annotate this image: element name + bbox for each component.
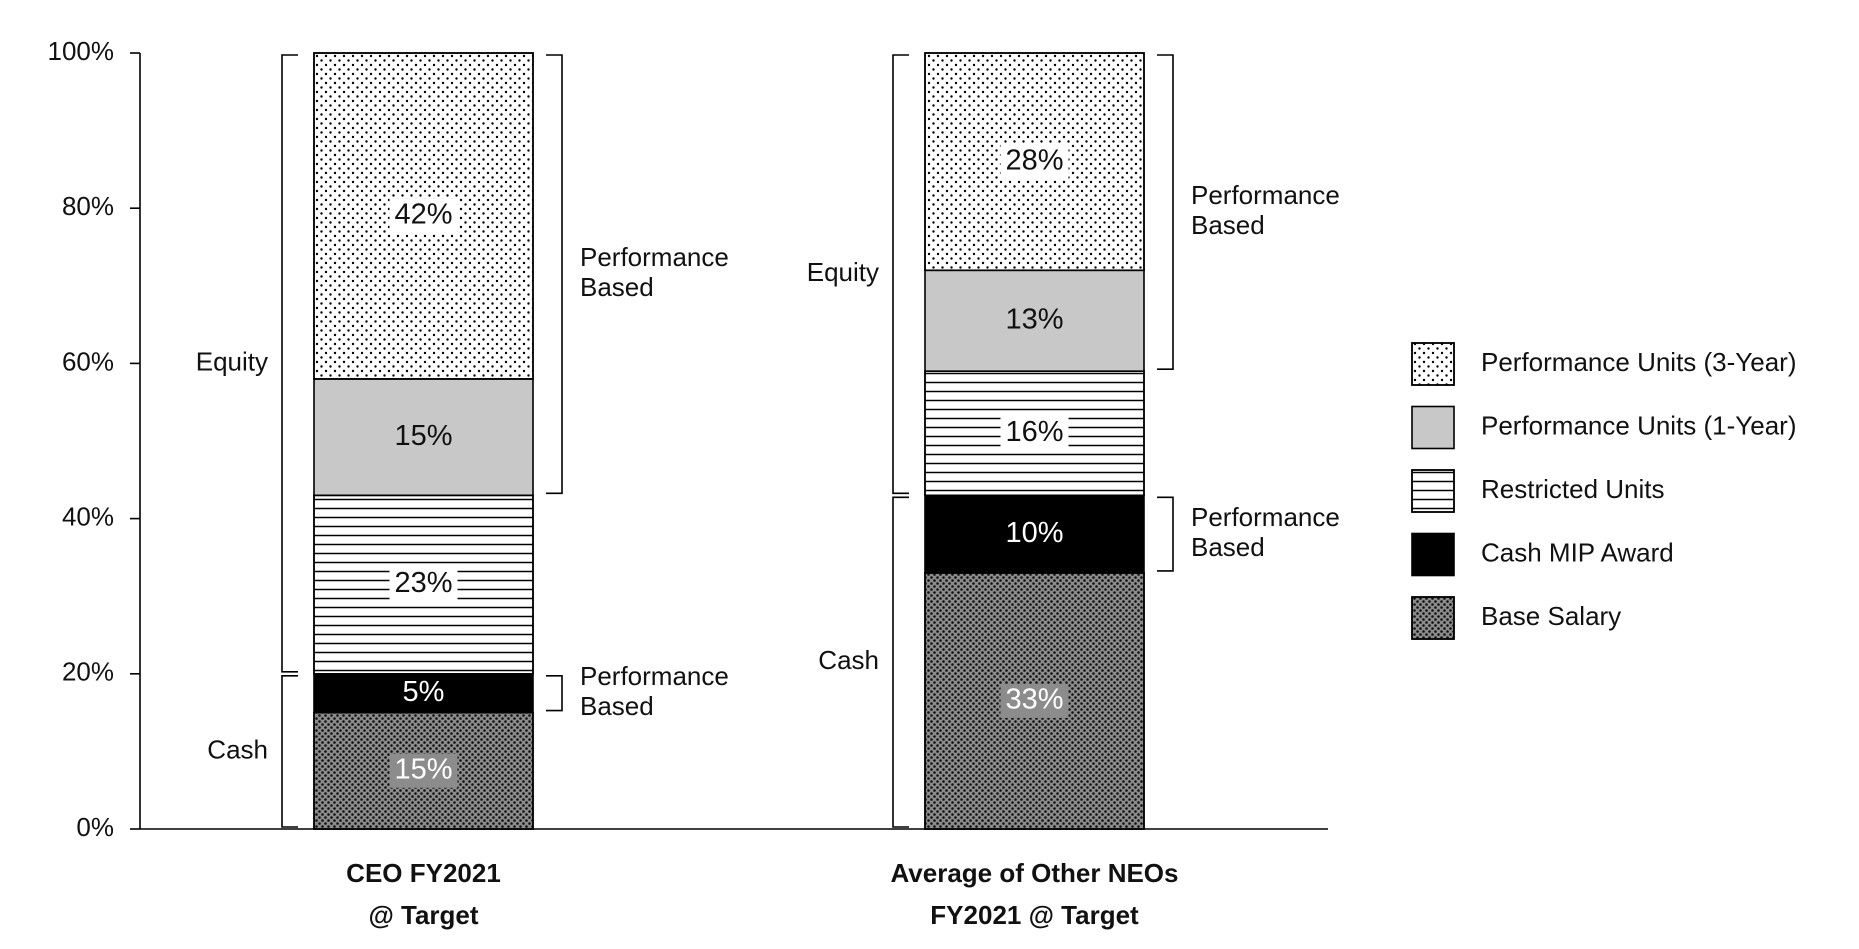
bracket xyxy=(892,54,909,495)
label-background xyxy=(389,198,458,233)
bar-segment xyxy=(924,269,1145,372)
bracket-line: Performance xyxy=(1191,180,1340,210)
bar-segment xyxy=(313,672,534,714)
bracket xyxy=(546,675,563,712)
bracket-line: Based xyxy=(580,272,654,302)
label-background xyxy=(1000,683,1069,718)
bracket-line: Based xyxy=(580,691,654,721)
data-label: 16% xyxy=(1005,416,1063,448)
bracket xyxy=(1157,54,1174,370)
category-line: @ Target xyxy=(368,900,478,930)
data-label: 33% xyxy=(1005,684,1063,716)
legend-label: Performance Units (1-Year) xyxy=(1481,410,1797,440)
legend-swatch xyxy=(1411,532,1455,577)
y-tick-label: 20% xyxy=(62,657,114,687)
data-label: 10% xyxy=(1005,517,1063,549)
bracket xyxy=(546,54,563,495)
y-tick-label: 60% xyxy=(62,346,114,376)
data-label: 5% xyxy=(403,676,445,708)
bracket xyxy=(1157,496,1174,572)
legend-label: Cash MIP Award xyxy=(1481,537,1674,567)
legend-label: Performance Units (3-Year) xyxy=(1481,347,1797,377)
category-label: CEO FY2021 @ Target xyxy=(346,858,501,930)
legend-texture xyxy=(1411,469,1455,513)
legend-texture xyxy=(1411,342,1455,386)
bracket-label: Performance Based xyxy=(580,661,729,721)
y-tick-label: 100% xyxy=(48,36,115,66)
legend-swatch xyxy=(1411,405,1455,450)
data-label: 15% xyxy=(394,420,452,452)
bar-segment xyxy=(313,378,534,497)
bracket xyxy=(281,675,298,828)
bracket xyxy=(892,496,909,828)
bracket-label: Performance Based xyxy=(1191,180,1340,240)
label-background xyxy=(1000,416,1069,451)
label-background xyxy=(1000,144,1069,179)
y-tick-label: 80% xyxy=(62,191,114,221)
data-label: 42% xyxy=(394,199,452,231)
bracket-line: Performance xyxy=(580,661,729,691)
bracket-label: Cash xyxy=(207,734,268,764)
bracket-label: Equity xyxy=(196,346,268,376)
label-background xyxy=(389,567,458,602)
bracket xyxy=(281,54,298,673)
bracket-label: Equity xyxy=(807,257,879,287)
legend-label: Base Salary xyxy=(1481,601,1621,631)
category-line: CEO FY2021 xyxy=(346,858,501,888)
legend-label: Restricted Units xyxy=(1481,474,1665,504)
bracket-label: Performance Based xyxy=(580,242,729,302)
bracket-line: Performance xyxy=(580,242,729,272)
bar-segment xyxy=(924,494,1145,574)
category-label: Average of Other NEOs FY2021 @ Target xyxy=(890,858,1178,930)
bracket-label: Cash xyxy=(818,645,879,675)
y-tick-label: 0% xyxy=(76,812,114,842)
bracket-label: Performance Based xyxy=(1191,502,1340,562)
category-line: Average of Other NEOs xyxy=(890,858,1178,888)
bracket-line: Based xyxy=(1191,532,1265,562)
label-background xyxy=(389,753,458,788)
category-line: FY2021 @ Target xyxy=(930,900,1139,930)
bracket-line: Based xyxy=(1191,210,1265,240)
y-tick-label: 40% xyxy=(62,501,114,531)
data-label: 28% xyxy=(1005,144,1063,176)
bracket-line: Performance xyxy=(1191,502,1340,532)
data-label: 23% xyxy=(394,567,452,599)
data-label: 13% xyxy=(1005,303,1063,335)
data-label: 15% xyxy=(394,753,452,785)
legend-texture xyxy=(1411,596,1455,640)
